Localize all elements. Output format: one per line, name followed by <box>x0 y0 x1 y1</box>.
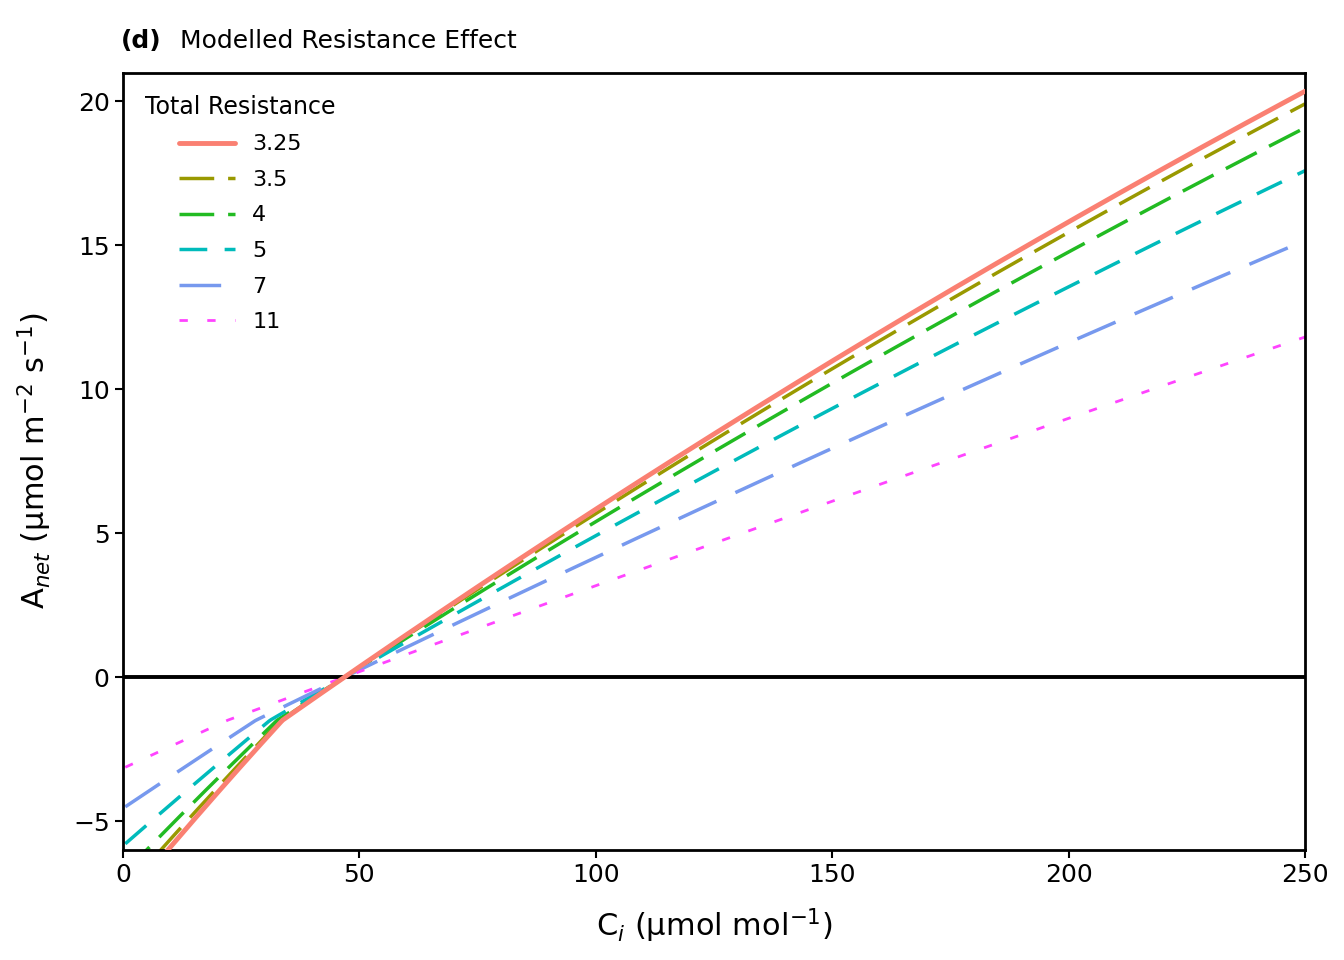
Line: 3.5: 3.5 <box>125 104 1305 890</box>
3.25 <box>117 895 133 906</box>
4 <box>1297 122 1313 133</box>
4 <box>905 331 921 343</box>
5 <box>650 495 667 507</box>
3.25 <box>1297 85 1313 97</box>
3.25 <box>1005 248 1021 259</box>
7 <box>1005 361 1021 372</box>
11 <box>650 557 667 568</box>
3.5 <box>327 679 343 690</box>
3.5 <box>421 615 437 627</box>
3.25 <box>421 614 437 626</box>
3.25 <box>327 679 343 690</box>
7 <box>650 522 667 534</box>
Line: 3.25: 3.25 <box>125 91 1305 900</box>
5 <box>905 360 921 372</box>
11 <box>1005 432 1021 444</box>
Line: 7: 7 <box>125 240 1305 806</box>
7 <box>327 677 343 688</box>
4 <box>1005 276 1021 288</box>
4 <box>813 384 829 396</box>
3.5 <box>117 884 133 896</box>
4 <box>117 866 133 877</box>
11 <box>905 467 921 478</box>
7 <box>421 631 437 642</box>
Legend: 3.25, 3.5, 4, 5, 7, 11: 3.25, 3.5, 4, 5, 7, 11 <box>134 84 347 344</box>
3.25 <box>813 362 829 373</box>
X-axis label: C$_i$ (μmol mol$^{-1}$): C$_i$ (μmol mol$^{-1}$) <box>595 906 832 945</box>
3.25 <box>905 306 921 318</box>
5 <box>421 623 437 635</box>
Y-axis label: A$_{net}$ (μmol m$^{-2}$ s$^{-1}$): A$_{net}$ (μmol m$^{-2}$ s$^{-1}$) <box>15 313 54 610</box>
7 <box>1297 234 1313 246</box>
3.25 <box>650 463 667 474</box>
5 <box>117 838 133 850</box>
3.5 <box>1297 98 1313 109</box>
4 <box>327 678 343 689</box>
5 <box>813 409 829 420</box>
5 <box>1297 165 1313 177</box>
7 <box>813 447 829 459</box>
7 <box>905 406 921 418</box>
Line: 4: 4 <box>125 128 1305 872</box>
11 <box>421 640 437 652</box>
11 <box>813 499 829 511</box>
Text: Modelled Resistance Effect: Modelled Resistance Effect <box>172 29 517 53</box>
3.5 <box>1005 257 1021 269</box>
11 <box>327 675 343 686</box>
4 <box>421 618 437 630</box>
3.5 <box>905 315 921 326</box>
Line: 11: 11 <box>125 337 1305 767</box>
Line: 5: 5 <box>125 171 1305 844</box>
5 <box>1005 309 1021 321</box>
11 <box>1297 331 1313 343</box>
3.5 <box>650 468 667 480</box>
4 <box>650 478 667 490</box>
3.5 <box>813 370 829 381</box>
Text: (d): (d) <box>121 29 161 53</box>
11 <box>117 761 133 773</box>
5 <box>327 678 343 689</box>
7 <box>117 801 133 812</box>
